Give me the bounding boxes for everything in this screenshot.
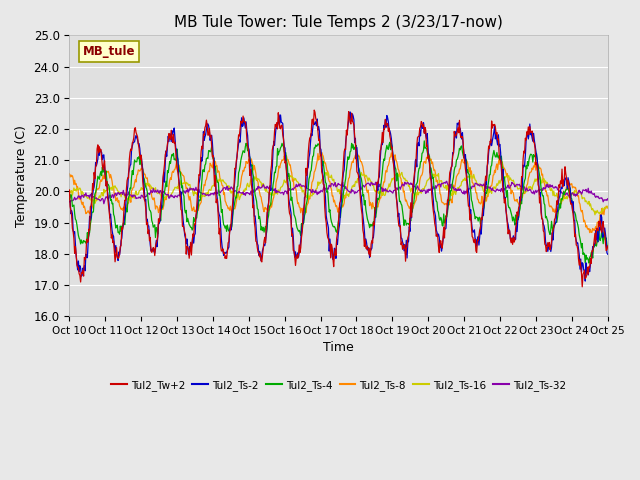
Text: MB_tule: MB_tule	[83, 45, 135, 58]
Y-axis label: Temperature (C): Temperature (C)	[15, 125, 28, 227]
Title: MB Tule Tower: Tule Temps 2 (3/23/17-now): MB Tule Tower: Tule Temps 2 (3/23/17-now…	[174, 15, 503, 30]
Legend: Tul2_Tw+2, Tul2_Ts-2, Tul2_Ts-4, Tul2_Ts-8, Tul2_Ts-16, Tul2_Ts-32: Tul2_Tw+2, Tul2_Ts-2, Tul2_Ts-4, Tul2_Ts…	[107, 376, 570, 395]
X-axis label: Time: Time	[323, 341, 354, 354]
